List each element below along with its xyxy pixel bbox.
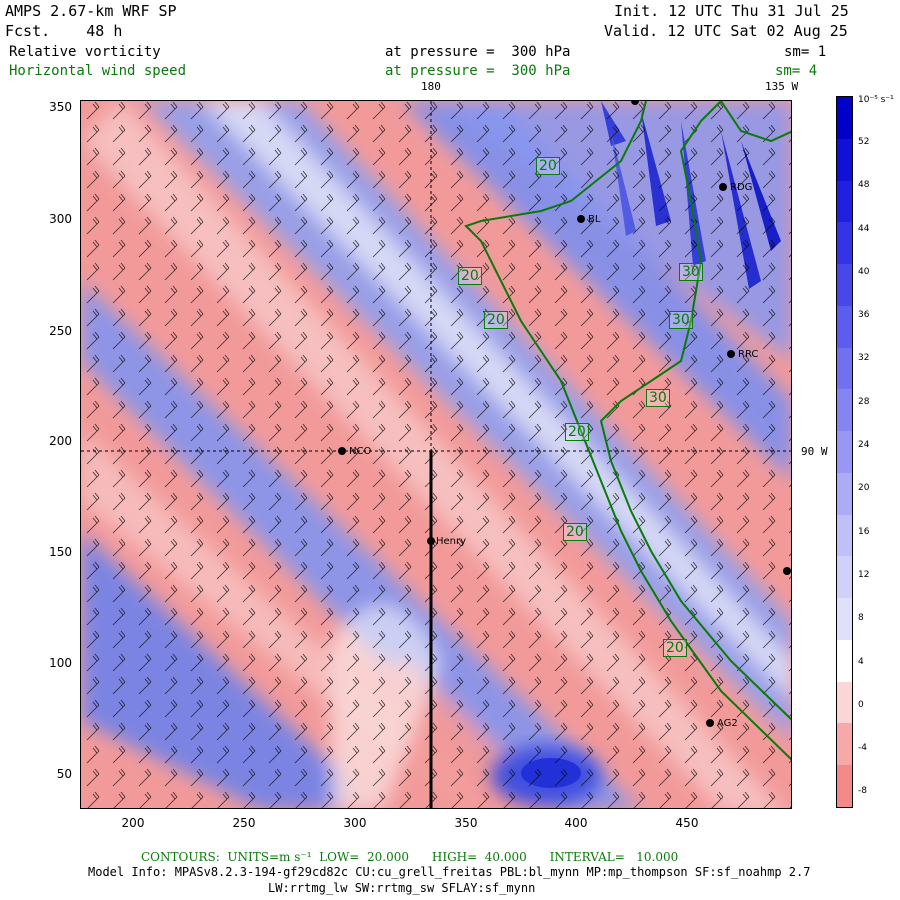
colorbar-swatch [837,639,852,683]
wind-barbs [81,101,791,808]
model-info-line2: LW:rrtmg_lw SW:rrtmg_sw SFLAY:sf_mynn [268,881,536,895]
x-tick: 350 [454,816,478,830]
colorbar-tick-label: 40 [858,266,870,277]
colorbar-tick-label: 4 [858,656,864,667]
colorbar-tick-label: -4 [858,743,867,754]
vorticity-map[interactable]: 20 20 20 30 30 30 20 20 20 RDG BL RRC NC… [80,100,792,809]
x-tick: 250 [232,816,256,830]
forecast-hour: Fcst. 48 h [5,22,123,40]
x-tick: 400 [564,816,588,830]
colorbar-unit: 10⁻⁵ s⁻¹ [858,95,894,105]
station-label-bl: BL [588,214,601,225]
x-tick: 200 [121,816,145,830]
colorbar-tick-label: 8 [858,613,864,624]
colorbar-swatch [837,97,852,140]
contour-info: CONTOURS: UNITS=m s⁻¹ LOW= 20.000 HIGH= … [141,850,679,864]
station-marker[interactable] [338,447,346,455]
station-marker[interactable] [631,101,639,105]
y-tick: 50 [56,767,72,781]
colorbar-swatch [837,723,852,766]
colorbar-swatch [837,138,852,181]
lon-label-135w: 135 W [765,80,799,93]
station-marker[interactable] [727,350,735,358]
colorbar-swatch [837,180,852,223]
colorbar-swatch [837,347,852,390]
colorbar-tick-label: 0 [858,699,864,710]
colorbar-swatch [837,514,852,557]
colorbar-swatch [837,765,852,808]
station-label-henry: Henry [436,536,467,547]
station-label-rrc: RRC [738,349,759,360]
station-label-nco: NCO [349,446,372,457]
station-label-ag2: AG2 [717,718,738,729]
colorbar-tick-label: 28 [858,396,870,407]
field2-name: Horizontal wind speed [9,63,187,79]
station-marker[interactable] [706,719,714,727]
station-marker[interactable] [719,183,727,191]
contour-label: 20 [565,423,589,441]
station-marker[interactable] [427,537,435,545]
lon-label-180: 180 [421,80,441,93]
colorbar-tick-label: 20 [858,483,870,494]
colorbar-tick-label: 36 [858,310,870,321]
y-tick: 250 [49,324,72,338]
y-tick: 100 [49,656,72,670]
colorbar-swatch [837,264,852,307]
station-label-rdg: RDG [730,182,753,193]
colorbar [836,96,853,808]
contour-label: 30 [679,263,703,281]
station-marker[interactable] [577,215,585,223]
contour-label: 20 [663,639,687,657]
field1-name: Relative vorticity [9,44,161,60]
contour-label: 30 [669,311,693,329]
coastline-path [464,101,791,761]
init-time: Init. 12 UTC Thu 31 Jul 25 [614,2,849,20]
field2-smoothing: sm= 4 [775,63,818,79]
field1-smoothing: sm= 1 [784,44,827,60]
contour-label: 20 [484,311,508,329]
y-tick: 300 [49,212,72,226]
colorbar-tick-label: 24 [858,440,870,451]
colorbar-tick-label: -8 [858,786,867,797]
colorbar-swatch [837,556,852,599]
colorbar-tick-label: 48 [858,180,870,191]
contour-label: 20 [458,267,482,285]
colorbar-tick-label: 32 [858,353,870,364]
colorbar-swatch [837,472,852,516]
x-tick: 450 [675,816,699,830]
colorbar-tick-label: 52 [858,137,870,147]
field2-pressure: at pressure = 300 hPa [385,63,571,79]
vorticity-field-svg [81,101,791,808]
x-tick: 300 [343,816,367,830]
model-info: Model Info: MPASv8.2.3-194-gf29cd82c CU:… [88,865,811,879]
colorbar-swatch [837,305,852,349]
lat-label-90w: 90 W [801,445,828,458]
colorbar-swatch [837,681,852,724]
colorbar-tick-label: 16 [858,526,870,537]
colorbar-swatch [837,598,852,641]
valid-time: Valid. 12 UTC Sat 02 Aug 25 [604,22,848,40]
y-tick: 200 [49,434,72,448]
colorbar-tick-label: 44 [858,223,870,234]
y-tick: 350 [49,100,72,114]
contour-label: 20 [563,523,587,541]
station-marker[interactable] [783,567,791,575]
colorbar-swatch [837,389,852,432]
field1-pressure: at pressure = 300 hPa [385,44,571,60]
colorbar-tick-label: 12 [858,569,870,580]
colorbar-swatch [837,431,852,474]
y-tick: 150 [49,545,72,559]
model-title: AMPS 2.67-km WRF SP [5,2,177,20]
colorbar-swatch [837,222,852,265]
contour-label: 30 [646,389,670,407]
contour-label: 20 [536,157,560,175]
